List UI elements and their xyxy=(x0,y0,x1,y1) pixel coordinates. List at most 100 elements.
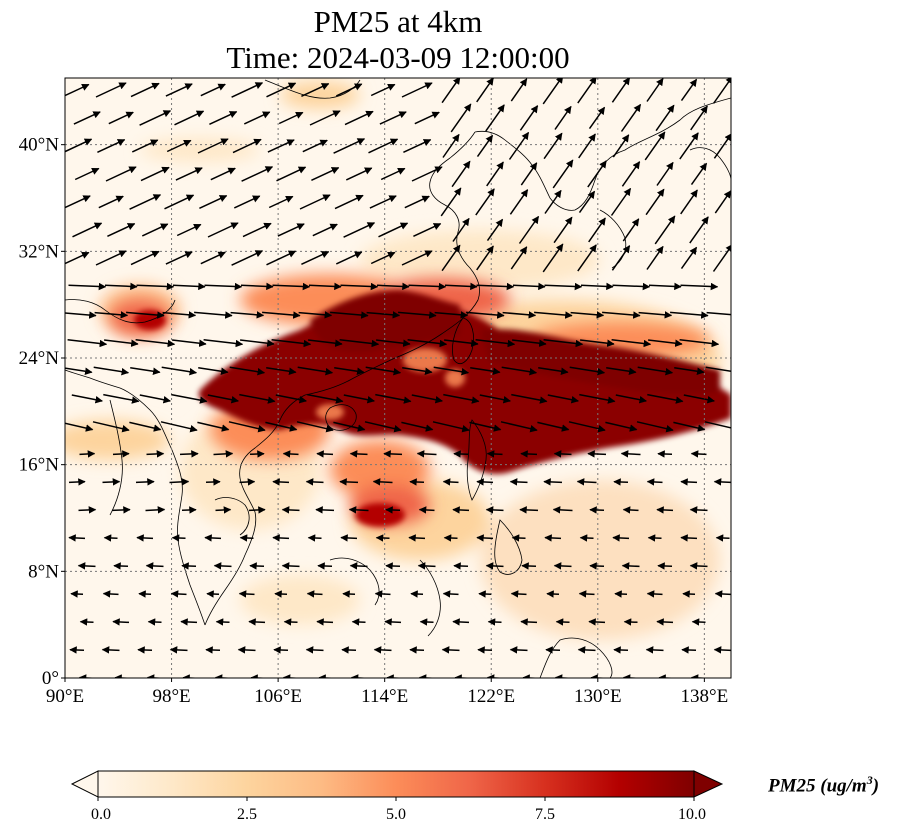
wind-vector xyxy=(316,450,334,458)
wind-vector xyxy=(171,393,208,404)
wind-vector xyxy=(166,139,192,153)
wind-vector xyxy=(444,282,478,291)
wind-vector xyxy=(77,562,96,570)
wind-vector xyxy=(370,251,396,265)
wind-vector xyxy=(268,195,294,209)
wind-vector xyxy=(580,282,614,291)
wind-vector xyxy=(680,246,698,270)
wind-vector xyxy=(102,590,119,598)
wind-vector xyxy=(239,393,276,404)
wind-vector xyxy=(274,590,288,598)
wind-vector xyxy=(205,646,221,654)
wind-vector xyxy=(452,618,470,626)
wind-vector xyxy=(65,311,97,319)
wind-vector xyxy=(384,618,402,626)
wind-vector xyxy=(281,562,300,570)
wind-vector xyxy=(417,562,436,570)
wind-vector xyxy=(611,245,631,271)
wind-vector xyxy=(646,590,663,598)
wind-vector xyxy=(200,251,226,265)
wind-vector xyxy=(544,534,562,542)
wind-vector xyxy=(95,250,127,266)
wind-vector xyxy=(680,78,698,102)
wind-vector xyxy=(135,338,176,348)
wind-vector xyxy=(476,478,494,486)
wind-vector xyxy=(611,78,631,103)
wind-vector xyxy=(373,646,392,654)
wind-vector xyxy=(68,282,107,291)
wind-vector xyxy=(713,133,731,159)
wind-vector xyxy=(441,646,460,654)
wind-vector xyxy=(407,338,448,348)
wind-vector xyxy=(65,251,90,265)
wind-vector xyxy=(65,367,93,375)
wind-vector xyxy=(79,618,94,626)
wind-vector xyxy=(413,223,442,237)
wind-vector xyxy=(104,282,138,291)
wind-vector xyxy=(547,394,579,404)
colorbar-bar xyxy=(98,771,694,797)
wind-vector xyxy=(622,506,639,514)
map-title-line-1: PM25 at 4km xyxy=(313,4,483,39)
wind-vector xyxy=(248,506,266,514)
wind-vector xyxy=(638,311,673,319)
wind-vector xyxy=(520,618,538,626)
wind-vector xyxy=(266,366,297,375)
wind-vector xyxy=(383,450,403,458)
wind-vector xyxy=(434,311,469,319)
wind-vector xyxy=(475,338,516,348)
wind-vector xyxy=(65,422,94,432)
wind-vector xyxy=(409,478,425,486)
wind-vector xyxy=(521,562,537,570)
wind-vector xyxy=(105,166,137,182)
wind-vector xyxy=(339,338,380,348)
wind-vector xyxy=(67,338,108,348)
wind-vector xyxy=(204,282,243,291)
wind-vector xyxy=(680,282,719,291)
wind-vector xyxy=(206,590,220,598)
wind-vector xyxy=(512,339,547,347)
wind-vector xyxy=(272,478,290,486)
wind-vector xyxy=(171,534,186,542)
wind-vector xyxy=(72,222,103,238)
wind-vector xyxy=(365,366,402,376)
wind-vector xyxy=(577,646,596,654)
wind-vector xyxy=(648,339,683,347)
wind-vector xyxy=(140,166,170,182)
wind-vector xyxy=(544,282,583,291)
wind-vector xyxy=(486,450,503,458)
wind-vector xyxy=(476,78,494,103)
wind-vector xyxy=(509,646,528,654)
wind-vector xyxy=(266,82,297,98)
wind-vector xyxy=(552,506,573,514)
wind-vector xyxy=(108,111,134,125)
wind-vector xyxy=(440,187,462,217)
wind-vector xyxy=(102,478,121,486)
lon-tick-label: 98°E xyxy=(152,686,190,707)
wind-vector xyxy=(165,251,193,265)
wind-vector xyxy=(334,366,365,375)
wind-vector xyxy=(71,394,103,404)
wind-vector xyxy=(282,450,299,458)
wind-vector xyxy=(466,311,505,319)
wind-vector xyxy=(308,282,342,291)
wind-vector xyxy=(311,167,340,181)
wind-vector xyxy=(414,111,440,125)
latitude-tick-labels: 0° 8°N 16°N 24°N 32°N 40°N xyxy=(19,135,60,689)
wind-vector xyxy=(576,478,597,486)
wind-vector xyxy=(442,478,459,486)
wind-vector xyxy=(520,162,538,186)
wind-vector xyxy=(172,339,207,347)
lat-tick-label: 24°N xyxy=(19,348,60,369)
wind-vector xyxy=(656,506,674,514)
lat-tick-label: 16°N xyxy=(19,455,60,476)
wind-vector xyxy=(552,159,574,189)
wind-vector xyxy=(646,78,664,102)
wind-vector xyxy=(129,194,162,210)
wind-vector xyxy=(136,534,154,542)
wind-vector xyxy=(588,217,606,243)
wind-vector xyxy=(408,282,447,291)
wind-vector xyxy=(97,139,126,153)
wind-vector xyxy=(231,82,264,98)
wind-vector xyxy=(339,478,359,486)
